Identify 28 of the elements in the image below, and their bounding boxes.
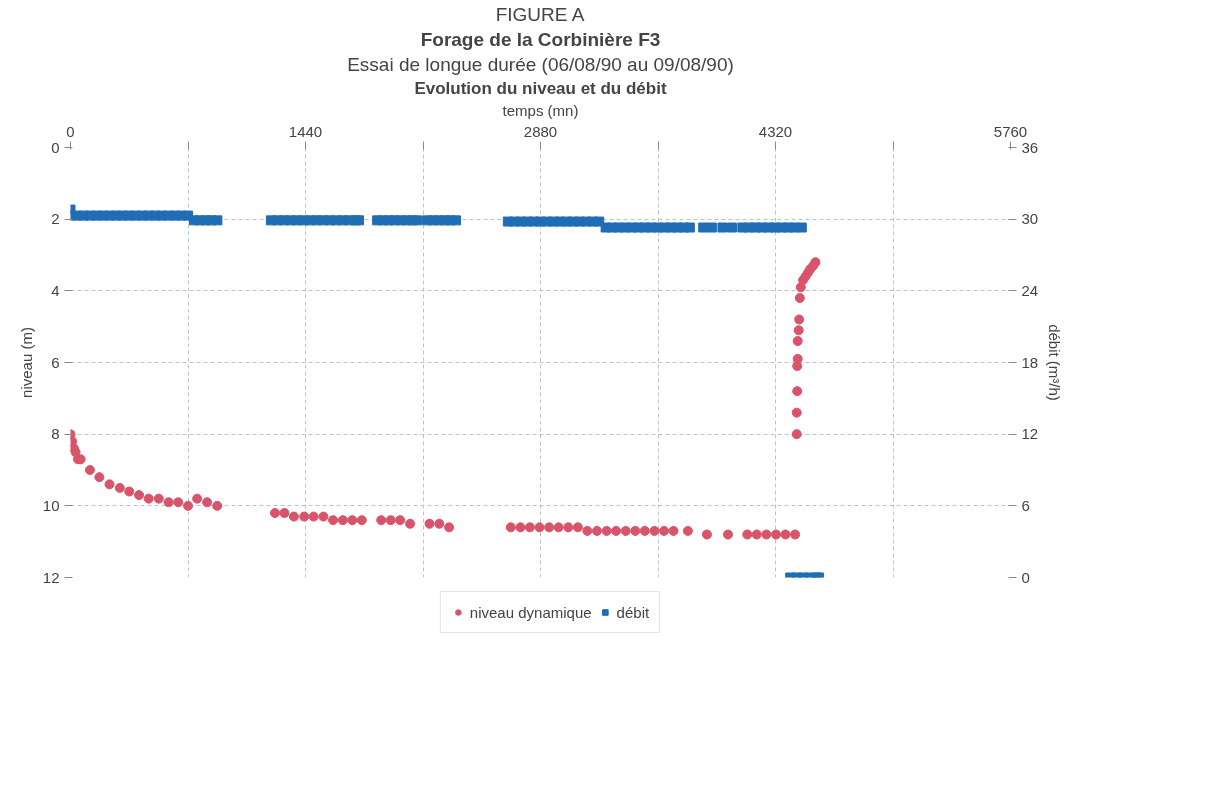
y-tick-label: 10 <box>42 496 60 514</box>
x-tick-label: 1440 <box>288 122 323 140</box>
chart-title: Forage de la Corbinière F3 <box>420 28 661 50</box>
text: Evolution du niveau et du débit <box>414 78 667 98</box>
x-tick-label: 5760 <box>993 122 1028 140</box>
y-tick-label: 0 <box>51 138 60 156</box>
x-tick-label: 4320 <box>758 122 793 140</box>
y-tick-label: 6 <box>51 353 60 371</box>
y2-tick-label: 12 <box>1021 425 1039 443</box>
y2-tick-label: 30 <box>1021 210 1039 228</box>
y2-tick-label: 24 <box>1021 281 1039 299</box>
legend-label: niveau dynamique <box>469 603 592 621</box>
x-tick-label: 0 <box>66 122 75 140</box>
x-axis-title: temps (mn) <box>502 101 579 119</box>
chart-subtitle: Essai de longue durée (06/08/90 au 09/08/90) <box>347 53 734 75</box>
y2-axis-title: débit (m³/h) <box>1046 324 1064 401</box>
y-tick-label: 12 <box>42 568 60 586</box>
y2-tick-label: 6 <box>1021 496 1030 514</box>
x-tick-label: 2880 <box>523 122 558 140</box>
y-tick-label: 2 <box>51 210 60 228</box>
y2-tick-label: 36 <box>1021 138 1039 156</box>
y-tick-label: 8 <box>51 425 60 443</box>
text: FIGURE A <box>495 3 585 25</box>
y-axis-title: niveau (m) <box>17 327 35 398</box>
y2-tick-label: 18 <box>1021 353 1039 371</box>
y2-tick-label: 0 <box>1021 568 1030 586</box>
legend-label: débit <box>616 603 650 621</box>
y-tick-label: 4 <box>51 281 60 299</box>
